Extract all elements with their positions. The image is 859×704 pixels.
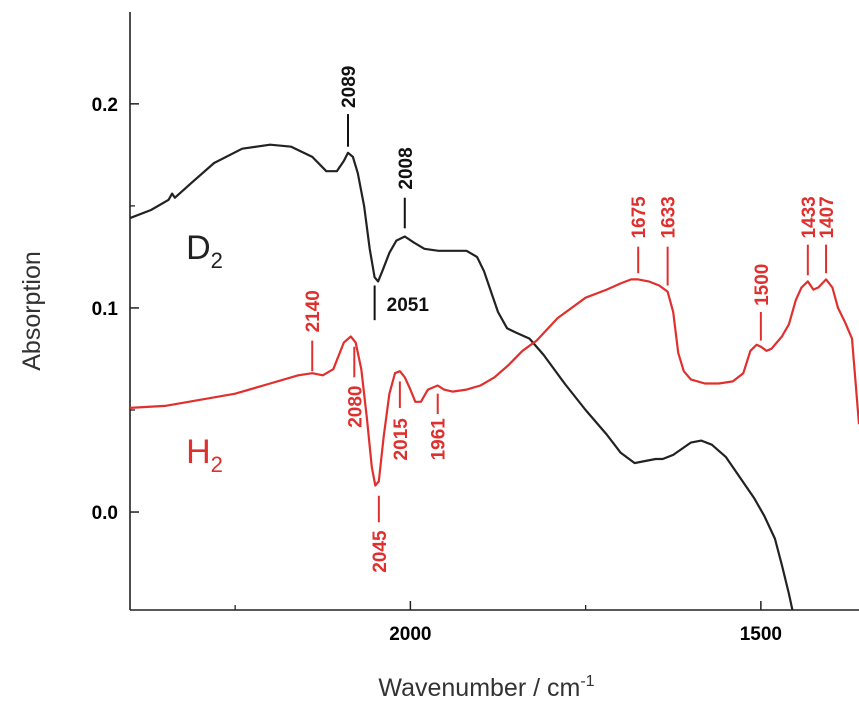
peak-label: 1433: [799, 196, 820, 238]
x-tick-label: 2000: [389, 624, 431, 645]
peak-label: 2080: [345, 385, 366, 427]
series-label-d2: D2: [186, 229, 223, 273]
peak-label: 1961: [429, 418, 450, 461]
peak-label: 1500: [752, 264, 773, 306]
series-line-d2: [130, 143, 794, 610]
y-tick-label: 0.2: [92, 95, 118, 116]
peak-label: 1633: [659, 196, 680, 238]
peak-label: 1675: [629, 196, 650, 239]
peak-label: 2089: [339, 66, 360, 108]
peak-label: 2140: [303, 290, 324, 332]
series-label-sub: 2: [211, 248, 223, 273]
series-line-h2: [130, 278, 859, 487]
x-axis-title-sup: -1: [580, 673, 594, 690]
x-axis-title: Wavenumber / cm-1: [378, 673, 594, 702]
y-tick-label: 0.1: [92, 299, 119, 320]
series-label-sub: 2: [211, 452, 223, 477]
series-label-h2: H2: [186, 433, 223, 477]
peak-label: 2045: [370, 530, 391, 573]
peak-label: 1407: [817, 196, 838, 238]
axes: 0.0 0.1 0.2 2000 1500: [92, 12, 859, 645]
x-axis-title-main: Wavenumber / cm: [378, 674, 580, 702]
series-label-main: H: [186, 433, 211, 471]
peak-label: 2051: [387, 295, 430, 316]
axis-titles: Absorption Wavenumber / cm-1: [18, 251, 595, 702]
x-tick-label: 1500: [740, 624, 782, 645]
peak-label: 2008: [396, 147, 417, 189]
series-group: [130, 143, 859, 610]
series-label-main: D: [186, 229, 211, 267]
peak-label: 2015: [391, 418, 412, 461]
y-tick-label: 0.0: [92, 503, 118, 524]
y-axis-title: Absorption: [18, 251, 46, 371]
